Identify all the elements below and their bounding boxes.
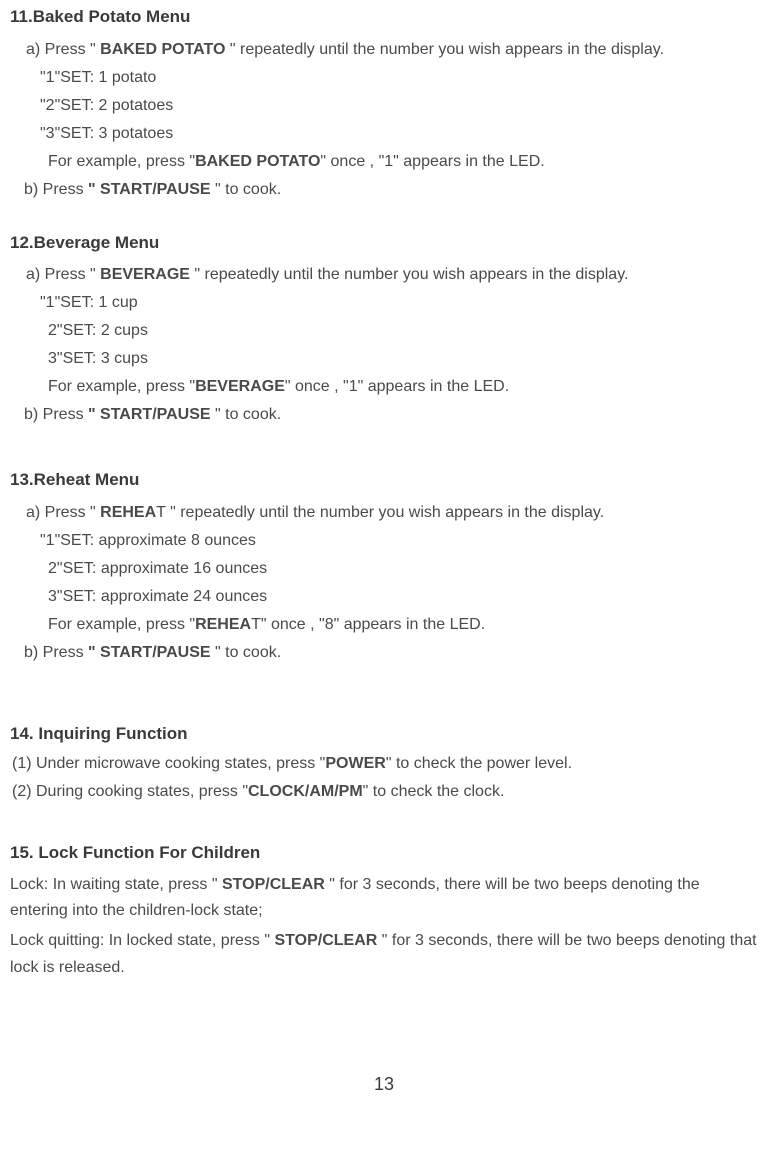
- text: " to cook.: [215, 181, 281, 198]
- lock-quit-line: Lock quitting: In locked state, press " …: [10, 928, 758, 981]
- text: " once , "1" appears in the LED.: [320, 153, 544, 170]
- inquiry-line-2: (2) During cooking states, press "CLOCK/…: [12, 780, 758, 804]
- heading-15: 15. Lock Function For Children: [10, 840, 758, 866]
- step-a-12: a) Press " BEVERAGE " repeatedly until t…: [26, 263, 758, 287]
- inquiry-line-1: (1) Under microwave cooking states, pres…: [12, 752, 758, 776]
- text: " repeatedly until the number you wish a…: [225, 41, 664, 58]
- set-1: "1"SET: 1 potato: [40, 66, 758, 90]
- text: a) Press ": [26, 266, 100, 283]
- text: " repeatedly until the number you wish a…: [190, 266, 629, 283]
- text: Lock: In waiting state, press ": [10, 876, 222, 893]
- text: For example, press ": [48, 378, 195, 395]
- section-13: 13.Reheat Menu a) Press " REHEAT " repea…: [10, 467, 758, 665]
- label-stop-clear: STOP/CLEAR: [274, 932, 377, 949]
- heading-14: 14. Inquiring Function: [10, 721, 758, 747]
- text: " once , "1" appears in the LED.: [285, 378, 509, 395]
- heading-12: 12.Beverage Menu: [10, 230, 758, 256]
- set-3: 3"SET: approximate 24 ounces: [48, 585, 758, 609]
- text: a) Press ": [26, 504, 100, 521]
- set-1: "1"SET: approximate 8 ounces: [40, 529, 758, 553]
- example-12: For example, press "BEVERAGE" once , "1"…: [48, 375, 758, 399]
- set-3: 3"SET: 3 cups: [48, 347, 758, 371]
- label-reheat: REHEA: [195, 616, 251, 633]
- step-b-11: b) Press " START/PAUSE " to cook.: [24, 178, 758, 202]
- heading-11: 11.Baked Potato Menu: [10, 4, 758, 30]
- label-clock: CLOCK/AM/PM: [248, 783, 363, 800]
- text: (2) During cooking states, press ": [12, 783, 248, 800]
- set-3: "3"SET: 3 potatoes: [40, 122, 758, 146]
- text: b) Press: [24, 406, 88, 423]
- text: For example, press ": [48, 153, 195, 170]
- text: T" once , "8" appears in the LED.: [251, 616, 485, 633]
- label-power: POWER: [325, 755, 385, 772]
- page-number: 13: [10, 1071, 758, 1098]
- step-a-11: a) Press " BAKED POTATO " repeatedly unt…: [26, 38, 758, 62]
- text: " to check the clock.: [363, 783, 505, 800]
- set-1: "1"SET: 1 cup: [40, 291, 758, 315]
- label-baked-potato: BAKED POTATO: [195, 153, 320, 170]
- text: For example, press ": [48, 616, 195, 633]
- example-11: For example, press "BAKED POTATO" once ,…: [48, 150, 758, 174]
- example-13: For example, press "REHEAT" once , "8" a…: [48, 613, 758, 637]
- label-start-pause: " START/PAUSE: [88, 181, 215, 198]
- text: Lock quitting: In locked state, press ": [10, 932, 274, 949]
- label-beverage: BEVERAGE: [100, 266, 190, 283]
- text: " to cook.: [215, 406, 281, 423]
- text: b) Press: [24, 644, 88, 661]
- label-beverage: BEVERAGE: [195, 378, 285, 395]
- heading-13: 13.Reheat Menu: [10, 467, 758, 493]
- text: T " repeatedly until the number you wish…: [156, 504, 604, 521]
- label-start-pause: " START/PAUSE: [88, 644, 215, 661]
- text: (1) Under microwave cooking states, pres…: [12, 755, 325, 772]
- label-reheat: REHEA: [100, 504, 156, 521]
- section-14: 14. Inquiring Function (1) Under microwa…: [10, 721, 758, 805]
- label-baked-potato: BAKED POTATO: [100, 41, 225, 58]
- text: b) Press: [24, 181, 88, 198]
- text: " to cook.: [215, 644, 281, 661]
- step-b-13: b) Press " START/PAUSE " to cook.: [24, 641, 758, 665]
- set-2: 2"SET: approximate 16 ounces: [48, 557, 758, 581]
- step-b-12: b) Press " START/PAUSE " to cook.: [24, 403, 758, 427]
- text: " to check the power level.: [386, 755, 572, 772]
- lock-line: Lock: In waiting state, press " STOP/CLE…: [10, 872, 758, 925]
- section-12: 12.Beverage Menu a) Press " BEVERAGE " r…: [10, 230, 758, 428]
- text: a) Press ": [26, 41, 100, 58]
- label-stop-clear: STOP/CLEAR: [222, 876, 325, 893]
- set-2: "2"SET: 2 potatoes: [40, 94, 758, 118]
- section-11: 11.Baked Potato Menu a) Press " BAKED PO…: [10, 4, 758, 202]
- section-15: 15. Lock Function For Children Lock: In …: [10, 840, 758, 981]
- step-a-13: a) Press " REHEAT " repeatedly until the…: [26, 501, 758, 525]
- set-2: 2"SET: 2 cups: [48, 319, 758, 343]
- label-start-pause: " START/PAUSE: [88, 406, 215, 423]
